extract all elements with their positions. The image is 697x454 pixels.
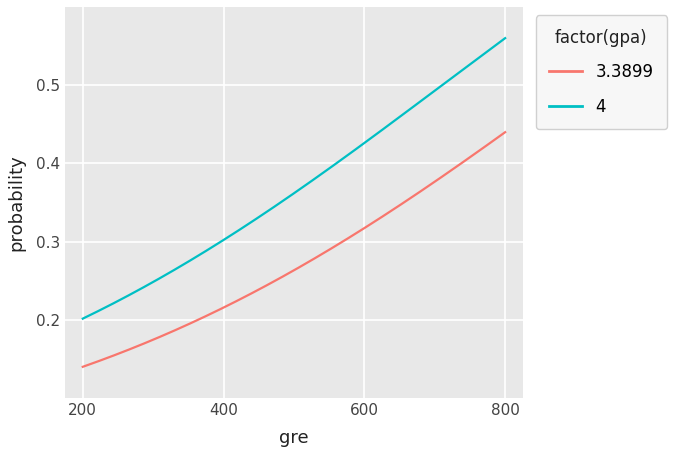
X-axis label: gre: gre [279,429,309,447]
Y-axis label: probability: probability [7,154,25,251]
Legend: 3.3899, 4: 3.3899, 4 [536,15,667,129]
